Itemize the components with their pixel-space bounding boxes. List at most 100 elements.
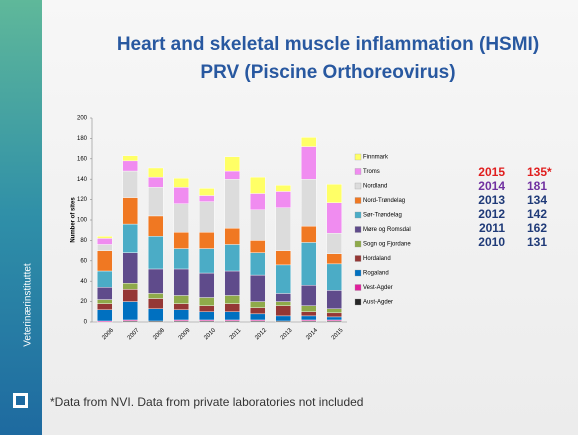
bar-segment [224,244,240,272]
bar-segment [97,309,113,322]
footnote: *Data from NVI. Data from private labora… [50,395,363,409]
legend-swatch [354,197,362,204]
bar-segment [173,187,189,204]
bar-segment [173,303,189,310]
bar-segment [97,244,113,251]
bar-segment [122,160,138,172]
bar-segment [326,290,342,309]
total-value: 162 [527,221,547,235]
bar-segment [301,146,317,180]
bar-segment [326,312,342,318]
bar-segment [199,201,215,233]
bar-segment [97,236,113,239]
bar-segment [173,295,189,304]
bar-segment [173,248,189,270]
title-line: PRV (Piscine Orthoreovirus) [200,62,455,83]
x-tick-label: 2015 [331,327,345,341]
bar-segment [199,188,215,196]
legend-swatch [354,284,362,291]
bar-segment [97,287,113,300]
bar-segment [97,299,113,304]
legend-swatch [354,255,362,262]
x-tick-label: 2006 [101,327,115,341]
y-axis-label: Number of sites [71,197,77,243]
total-year: 2011 [479,221,505,235]
bar-segment [275,305,291,317]
bar-segment [224,227,240,245]
bar-segment [173,309,189,321]
bar-segment [199,272,215,298]
bar-segment [148,293,164,299]
bar-segment [122,252,138,284]
brand: Veterinærinstituttet [23,263,34,347]
bar-segment [275,293,291,302]
bar-segment [250,252,266,276]
bar-segment [122,197,138,225]
bar-segment [250,301,266,308]
total-year: 2012 [478,207,505,221]
x-tick-label: 2013 [280,327,294,341]
y-tick-label: 60 [80,258,87,264]
y-tick-label: 100 [77,218,88,224]
bar-segment [275,191,291,208]
bar-segment [199,232,215,249]
bar-segment [148,167,164,178]
bar-segment [301,305,317,312]
bar-segment [97,270,113,288]
bar-segment [199,305,215,312]
total-value: 181 [527,179,547,193]
logo-mark [16,396,25,405]
bar-segment [97,303,113,310]
legend-label: Nord-Trøndelag [363,198,405,204]
x-tick-label: 2014 [305,327,319,341]
bar-segment [250,193,266,210]
legend-label: Hordaland [363,256,391,262]
bar-segment [199,195,215,202]
bar-segment [148,187,164,217]
bar-segment [148,236,164,270]
bar-segment [250,307,266,315]
bar-segment [301,242,317,286]
bar-segment [275,315,291,322]
total-value: 131 [527,235,547,249]
y-tick-label: 180 [77,136,88,142]
bar-segment [148,308,164,322]
side-strip [0,0,42,435]
x-tick-label: 2011 [229,327,243,341]
bar-segment [301,137,317,147]
bar-segment [148,176,164,188]
bar-segment [97,250,113,272]
bar-segment [173,203,189,233]
legend-label: Troms [363,169,380,175]
bar-segment [301,285,317,306]
bar-segment [122,155,138,162]
x-tick-label: 2008 [152,327,166,341]
bar-segment [326,233,342,254]
legend-swatch [354,153,362,161]
bar-segment [326,184,342,203]
bar-segment [148,298,164,309]
legend-label: Sogn og Fjordane [363,242,411,248]
total-year: 2010 [478,235,505,249]
bar-segment [224,156,240,172]
bar-segment [275,207,291,251]
x-tick-label: 2009 [178,327,192,341]
bar-segment [199,297,215,306]
legend-label: Vest-Agder [363,285,393,291]
bar-segment [173,177,189,188]
legend-swatch [354,298,362,306]
bar-segment [224,170,240,180]
legend-swatch [354,269,362,277]
bar-segment [224,295,240,304]
x-tick-label: 2010 [203,327,217,341]
bar-segment [326,253,342,265]
bar-segment [275,250,291,266]
bar-segment [326,263,342,291]
y-tick-label: 160 [77,156,88,162]
y-tick-label: 20 [80,299,87,305]
bar-segment [199,311,215,321]
legend-label: Sør-Trøndelag [363,213,402,219]
legend-label: Møre og Romsdal [363,227,411,233]
